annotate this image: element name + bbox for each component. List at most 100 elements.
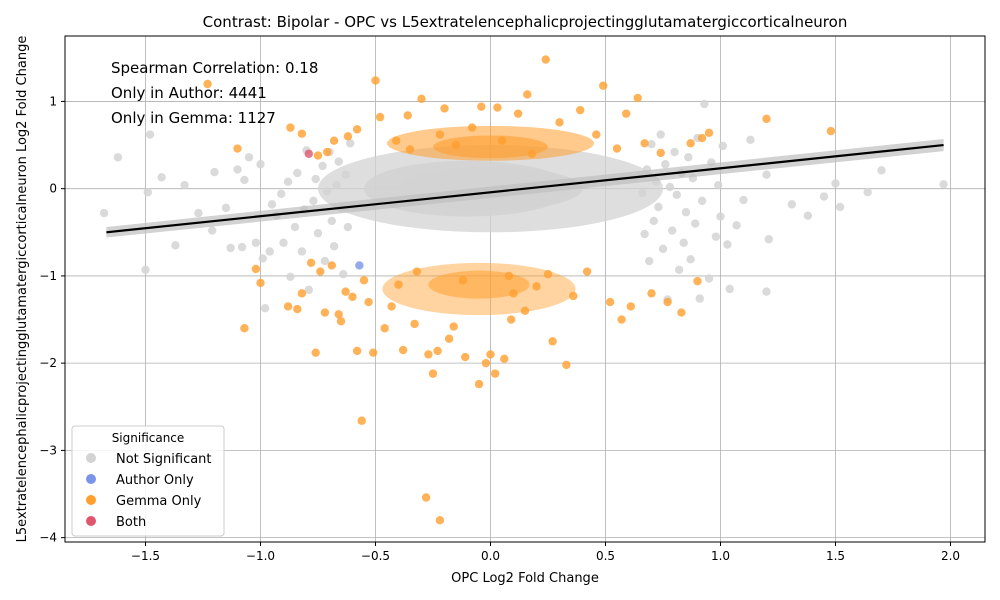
gemma-only-point (576, 105, 585, 115)
gemma-only-point (348, 292, 357, 302)
x-tick-label: 0.5 (596, 549, 615, 563)
not-significant-point (723, 240, 732, 249)
not-significant-point (194, 208, 203, 218)
not-significant-point (679, 238, 688, 247)
not-significant-point (260, 303, 270, 313)
gemma-only-point (343, 132, 353, 141)
gemma-only-point (569, 291, 578, 301)
not-significant-point (279, 238, 288, 247)
gemma-only-point (582, 267, 592, 276)
not-significant-point (711, 232, 721, 241)
not-significant-point (180, 180, 189, 190)
not-significant-point (725, 284, 734, 294)
not-significant-point (714, 180, 723, 190)
not-significant-point (311, 174, 320, 184)
not-significant-point (329, 242, 339, 251)
not-significant-point (210, 167, 219, 177)
y-tick-label: −2 (39, 356, 57, 370)
not-significant-point (658, 244, 668, 254)
gemma-only-point (387, 302, 396, 311)
gemma-only-point (352, 125, 362, 134)
gemma-only-point (656, 148, 665, 158)
gemma-only-point (509, 289, 518, 298)
not-significant-point (704, 274, 714, 283)
gemma-only-point (394, 280, 403, 289)
gemma-only-point (467, 123, 477, 132)
regression-fit-line (106, 143, 944, 234)
gemma-only-point (320, 308, 330, 317)
legend-label-author-only: Author Only (116, 473, 194, 488)
gemma-only-point (313, 151, 323, 160)
not-significant-point (681, 208, 691, 217)
not-significant-point (171, 241, 180, 250)
not-significant-point (221, 203, 231, 213)
not-significant-point (939, 180, 948, 189)
gemma-only-upper-cloud (433, 135, 548, 159)
gemma-only-point (433, 346, 442, 356)
gemma-only-point (297, 129, 307, 138)
grid-lines (65, 36, 985, 542)
gemma-only-point (364, 297, 373, 307)
gemma-only-point (323, 147, 332, 157)
not-significant-point (99, 208, 109, 218)
not-significant-point (320, 256, 330, 266)
gemma-only-point (677, 308, 686, 317)
legend-label-both: Both (116, 515, 146, 530)
not-significant-point (764, 235, 773, 244)
gemma-only-point (412, 267, 422, 276)
not-significant-point (877, 166, 886, 175)
not-significant-point (332, 180, 341, 190)
not-significant-point (157, 173, 166, 182)
gemma-only-point (490, 369, 500, 378)
gemma-only-point (548, 337, 557, 346)
gemma-only-point (532, 282, 541, 291)
gemma-only-point (380, 324, 389, 333)
gemma-only-point (329, 136, 339, 145)
gemma-only-point (633, 93, 642, 103)
not-significant-point (327, 216, 336, 226)
gemma-only-point (543, 269, 553, 279)
x-tick-label: 2.0 (941, 549, 960, 563)
gemma-only-point (352, 346, 362, 356)
gemma-only-point (424, 350, 433, 359)
not-significant-point (297, 247, 307, 256)
gemma-only-point (458, 276, 468, 285)
gemma-only-lower-cloud (428, 270, 530, 299)
gemma-only-point (203, 79, 212, 89)
gemma-only-point (697, 133, 707, 143)
y-tick-label: 0 (49, 182, 57, 196)
not-significant-point (313, 228, 323, 238)
gemma-only-point (640, 139, 649, 148)
not-significant-point (290, 222, 300, 232)
gemma-only-point (240, 324, 249, 333)
not-significant-point (716, 212, 725, 221)
gemma-only-point (283, 302, 293, 311)
gemma-only-point (647, 289, 656, 298)
legend-box (71, 425, 225, 537)
gemma-only-point (762, 114, 771, 124)
not-significant-point (654, 202, 663, 212)
not-significant-point (343, 222, 353, 232)
not-significant-point (233, 165, 242, 174)
gemma-only-point (541, 55, 550, 64)
gemma-only-point (474, 379, 484, 389)
not-significant-point (346, 139, 355, 148)
scatter-points (99, 55, 948, 525)
not-significant-point (819, 192, 829, 201)
not-significant-point (672, 190, 681, 199)
not-significant-point (244, 153, 254, 162)
gemma-only-point (693, 276, 702, 286)
gemma-only-point (449, 322, 458, 331)
not-significant-point (339, 269, 348, 279)
gemma-only-point (686, 139, 695, 148)
not-significant-point (674, 265, 684, 275)
not-significant-point (334, 157, 343, 166)
not-significant-point (143, 187, 152, 197)
not-significant-point (265, 247, 274, 256)
annotation-spearman: Spearman Correlation: 0.18 (111, 59, 318, 77)
gemma-only-point (592, 130, 601, 139)
gemma-only-point (410, 319, 419, 329)
gemma-only-point (428, 369, 438, 378)
not-significant-point (691, 219, 700, 228)
